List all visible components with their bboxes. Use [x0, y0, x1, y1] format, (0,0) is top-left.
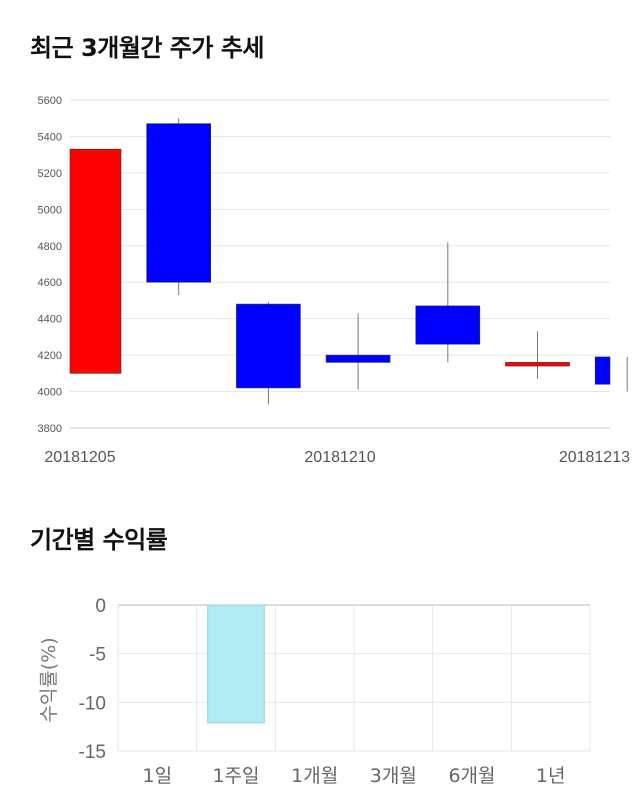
y-tick-label: -10 — [79, 693, 106, 714]
candle-body — [594, 356, 611, 385]
x-tick-label: 3개월 — [370, 765, 417, 787]
y-tick-label: 4000 — [38, 387, 62, 399]
y-tick-label: 5400 — [38, 131, 62, 143]
candle-body — [325, 354, 391, 363]
x-tick-label: 1일 — [143, 765, 173, 787]
y-tick-label: 5200 — [38, 168, 62, 180]
candle-body — [69, 148, 122, 374]
y-tick-label: 4800 — [38, 241, 62, 253]
x-tick-label: 1년 — [536, 765, 566, 787]
x-tick-label: 6개월 — [448, 765, 495, 787]
y-axis-label: 수익률(%) — [38, 637, 60, 722]
y-tick-label: 4600 — [38, 277, 62, 289]
y-tick-label: 5000 — [38, 204, 62, 216]
x-tick-label: 20181213 — [559, 449, 630, 466]
x-tick-label: 20181205 — [44, 449, 115, 466]
price-trend-title: 최근 3개월간 주가 추세 — [30, 34, 265, 62]
candle-body — [415, 305, 481, 345]
x-tick-label: 20181210 — [304, 449, 375, 466]
x-tick-label: 1주일 — [212, 765, 259, 787]
return-bar — [207, 604, 265, 724]
y-tick-label: 0 — [95, 596, 106, 617]
candlestick-chart: 3800 4000 4200 4400 4600 4800 5000 5200 5400 5600… — [38, 95, 631, 466]
y-tick-label: 4400 — [38, 314, 62, 326]
candle-body — [505, 362, 570, 367]
y-tick-label: 4200 — [38, 350, 62, 362]
returns-title: 기간별 수익률 — [30, 526, 168, 554]
y-tick-label: -5 — [89, 645, 106, 666]
candle-body — [146, 123, 211, 283]
x-tick-label: 1개월 — [291, 765, 338, 787]
candle-body — [236, 303, 301, 389]
y-tick-label: -15 — [79, 742, 106, 763]
y-tick-label: 3800 — [38, 423, 62, 435]
y-tick-label: 5600 — [38, 95, 62, 107]
